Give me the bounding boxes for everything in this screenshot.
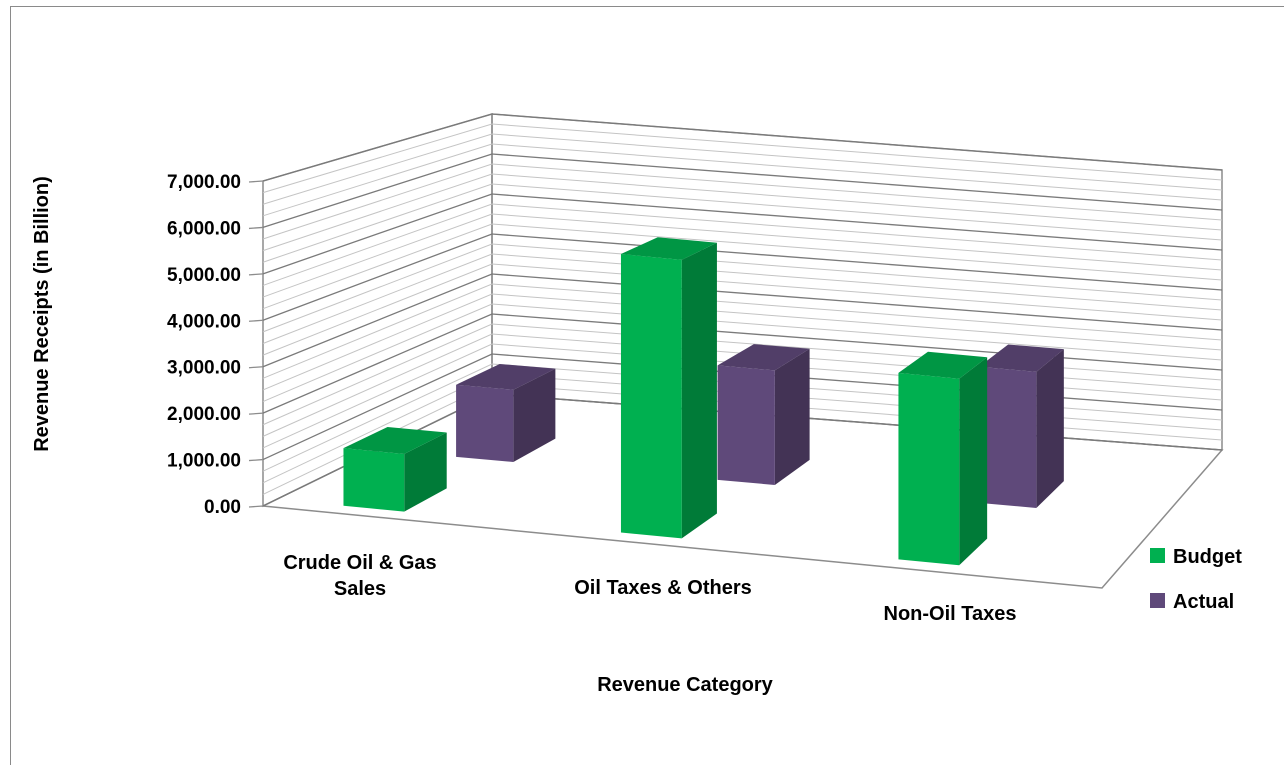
y-tick-label: 4,000.00 <box>167 311 241 332</box>
bar-side-face <box>513 368 556 462</box>
bar-budget-1 <box>620 237 717 539</box>
y-tick-mark <box>248 412 264 415</box>
x-axis-categories: Crude Oil & Gas Sales Oil Taxes & Others No… <box>283 552 1016 625</box>
minor-gridline <box>262 243 1223 333</box>
bar-actual-1 <box>717 344 810 485</box>
major-gridline <box>262 153 1223 229</box>
y-tick-mark <box>248 273 264 276</box>
minor-gridline <box>262 173 1223 252</box>
bar-actual-0 <box>456 363 556 462</box>
minor-gridline <box>262 293 1223 391</box>
minor-gridline <box>262 143 1223 217</box>
minor-gridline <box>262 203 1223 286</box>
y-tick-label: 7,000.00 <box>167 172 241 193</box>
bar-actual-2 <box>979 344 1064 508</box>
minor-gridline <box>262 223 1223 310</box>
y-axis-title: Revenue Receipts (in Billion) <box>31 176 53 452</box>
bar-top-face <box>620 237 717 260</box>
legend-label: Actual <box>1173 591 1234 613</box>
legend-swatch <box>1150 593 1165 608</box>
minor-gridline <box>262 123 1223 194</box>
bar-top-face <box>979 344 1064 372</box>
minor-gridline <box>262 163 1223 240</box>
y-tick-label: 2,000.00 <box>167 404 241 425</box>
bar-top-face <box>343 426 447 455</box>
bar-side-face <box>774 348 810 485</box>
bar-top-face <box>898 351 988 379</box>
minor-gridline <box>262 183 1223 263</box>
y-tick-mark <box>248 226 264 230</box>
bar-front-face <box>717 365 775 485</box>
bar-front-face <box>620 253 682 539</box>
legend-label: Budget <box>1173 546 1242 568</box>
y-tick-label: 5,000.00 <box>167 265 241 286</box>
legend-swatch <box>1150 548 1165 563</box>
major-gridline <box>262 113 1223 182</box>
y-axis-ticks: 0.00 1,000.00 2,000.00 3,000.00 4,000.00 5,00… <box>167 172 264 518</box>
y-tick-mark <box>248 319 264 322</box>
x-category-label: Non-Oil Taxes <box>884 603 1017 625</box>
minor-gridline <box>262 133 1223 205</box>
minor-gridline <box>262 263 1223 356</box>
bar-side-face <box>681 242 717 539</box>
y-tick-label: 0.00 <box>204 497 241 518</box>
bar-top-face <box>717 344 810 371</box>
major-gridline <box>262 313 1223 414</box>
y-tick-label: 1,000.00 <box>167 451 241 472</box>
bar-front-face <box>898 372 960 566</box>
y-tick-mark <box>248 458 264 462</box>
y-tick-label: 3,000.00 <box>167 358 241 379</box>
x-category-label: Oil Taxes & Others <box>574 577 751 599</box>
y-tick-mark <box>248 180 264 183</box>
x-category-label: Crude Oil & Gas Sales <box>283 552 436 600</box>
minor-gridline <box>262 213 1223 298</box>
y-tick-label: 6,000.00 <box>167 218 241 239</box>
major-gridline <box>262 233 1223 321</box>
bar-front-face <box>456 384 514 462</box>
bar-budget-2 <box>898 351 988 566</box>
bar-top-face <box>456 363 556 390</box>
x-axis-title: Revenue Category <box>597 674 773 696</box>
chart-bars <box>343 237 1064 566</box>
legend: Budget Actual <box>1150 546 1242 613</box>
minor-gridline <box>262 283 1223 379</box>
major-gridline <box>262 273 1223 368</box>
major-gridline <box>262 193 1223 275</box>
minor-gridline <box>262 303 1223 402</box>
bar-side-face <box>959 357 988 566</box>
bar-front-face <box>343 448 405 512</box>
chart-frame <box>10 6 1284 765</box>
bar-front-face <box>979 366 1037 508</box>
bar-budget-0 <box>343 426 447 512</box>
bar-side-face <box>404 432 447 512</box>
y-tick-mark <box>248 366 264 369</box>
bar-side-face <box>1036 349 1064 508</box>
minor-gridline <box>262 253 1223 344</box>
y-tick-mark <box>248 505 264 508</box>
